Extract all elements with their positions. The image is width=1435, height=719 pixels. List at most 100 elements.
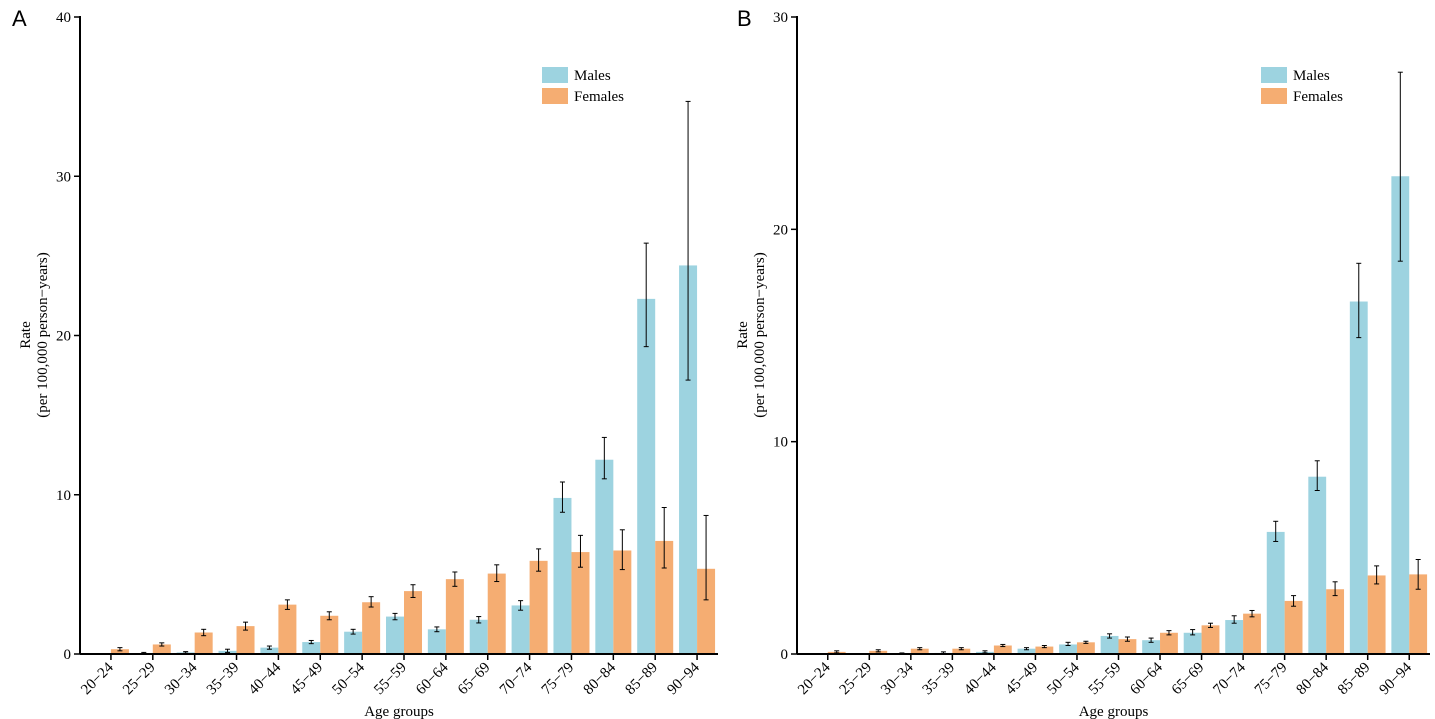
- error-bar-females-8: [452, 571, 458, 587]
- y-axis-title: Rate: [735, 321, 751, 349]
- error-bar-males-9: [1190, 629, 1196, 636]
- x-tick-label: 40−44: [246, 659, 285, 698]
- x-tick-label: 35−39: [204, 660, 243, 699]
- error-bar-females-11: [1291, 595, 1297, 607]
- x-tick-label: 75−79: [539, 660, 578, 699]
- x-tick-label: 65−69: [1169, 660, 1208, 699]
- x-tick-label: 60−64: [1127, 659, 1166, 698]
- bar-females-7: [404, 591, 422, 654]
- legend-label-females: Females: [1293, 89, 1343, 105]
- bar-females-9: [487, 573, 506, 654]
- error-bar-females-12: [619, 529, 625, 571]
- x-tick-label: 65−69: [455, 660, 494, 699]
- bar-males-9: [1183, 632, 1202, 654]
- error-bar-females-4: [284, 599, 290, 610]
- legend-swatch-males: [542, 67, 568, 83]
- panel-label: A: [12, 6, 27, 31]
- x-tick-label: 80−84: [581, 659, 620, 698]
- x-tick-label: 35−39: [920, 660, 959, 699]
- x-tick-label: 55−59: [1086, 660, 1125, 699]
- error-bar-males-2: [183, 651, 189, 654]
- bar-females-11: [1284, 600, 1303, 654]
- legend-swatch-females: [542, 88, 568, 104]
- x-axis-title: Age groups: [364, 704, 434, 719]
- error-bar-males-6: [350, 628, 356, 635]
- bar-females-8: [1160, 632, 1178, 654]
- x-tick-label: 90−94: [664, 659, 703, 698]
- error-bar-males-7: [392, 612, 398, 621]
- y-tick-label: 30: [773, 10, 788, 26]
- error-bar-females-9: [494, 564, 500, 583]
- x-tick-label: 20−24: [795, 659, 834, 698]
- error-bar-females-0: [834, 650, 840, 654]
- x-tick-label: 70−74: [1210, 659, 1249, 698]
- bar-males-6: [344, 631, 363, 654]
- x-tick-label: 55−59: [371, 660, 410, 699]
- bar-males-7: [1100, 635, 1119, 654]
- bar-males-10: [511, 605, 530, 654]
- bar-females-6: [1076, 642, 1095, 654]
- x-tick-label: 30−34: [878, 659, 917, 698]
- bar-males-10: [1225, 620, 1244, 654]
- bar-females-14: [1409, 574, 1428, 655]
- bar-females-13: [1367, 575, 1386, 654]
- bar-males-5: [1017, 648, 1036, 654]
- x-tick-label: 85−89: [623, 660, 662, 699]
- bar-males-14: [1391, 176, 1410, 654]
- y-tick-label: 10: [773, 435, 788, 451]
- bar-females-9: [1201, 625, 1220, 654]
- bar-females-10: [529, 560, 548, 654]
- x-tick-label: 20−24: [78, 659, 117, 698]
- bar-females-10: [1243, 613, 1261, 654]
- error-bar-females-10: [536, 548, 542, 572]
- legend-swatch-females: [1261, 88, 1287, 104]
- error-bar-females-10: [1249, 609, 1255, 618]
- y-tick-label: 0: [64, 647, 72, 663]
- bar-males-5: [302, 642, 321, 654]
- x-tick-label: 45−49: [1003, 660, 1042, 699]
- x-tick-label: 25−29: [837, 660, 876, 699]
- x-axis-title: Age groups: [1079, 704, 1149, 719]
- error-bar-males-14: [1397, 71, 1403, 262]
- bar-males-14: [679, 265, 698, 654]
- error-bar-females-13: [661, 506, 667, 569]
- bar-females-12: [1326, 589, 1345, 654]
- error-bar-males-4: [982, 650, 988, 654]
- error-bar-males-8: [434, 626, 440, 633]
- bar-females-7: [1118, 639, 1137, 654]
- error-bar-males-11: [559, 481, 565, 513]
- y-tick-label: 20: [773, 222, 788, 238]
- bar-females-12: [613, 550, 632, 654]
- bar-males-11: [1266, 531, 1285, 654]
- y-axis-subtitle: (per 100,000 person−years): [35, 252, 51, 418]
- x-tick-label: 40−44: [961, 659, 1000, 698]
- legend: Males Females: [1261, 67, 1343, 105]
- error-bar-males-13: [1356, 262, 1362, 339]
- panel-b: B 0 10 20 30 20−24 25−29 30−34 35−39 40−44 45−49 50…: [735, 6, 1430, 719]
- error-bar-females-14: [703, 514, 709, 601]
- error-bar-females-5: [1041, 645, 1047, 649]
- panel-a: A 0 10 20 30 40 20−24 25−29 30−34 35−39 40−44 45−49…: [12, 6, 718, 719]
- bar-females-3: [236, 626, 255, 654]
- y-tick-label: 10: [56, 488, 71, 504]
- error-bar-males-3: [225, 648, 231, 653]
- y-tick-label: 30: [56, 169, 71, 185]
- bar-males-8: [427, 629, 446, 654]
- x-tick-label: 50−54: [1044, 659, 1083, 698]
- error-bar-males-14: [685, 100, 691, 381]
- x-tick-label: 90−94: [1377, 659, 1416, 698]
- legend-label-females: Females: [574, 89, 624, 105]
- error-bar-females-3: [243, 621, 249, 631]
- legend: Males Females: [542, 67, 624, 105]
- bar-females-6: [362, 602, 381, 654]
- bar-males-9: [469, 619, 488, 654]
- x-tick-label: 45−49: [288, 660, 327, 699]
- bar-males-13: [1349, 301, 1368, 654]
- error-bar-females-1: [875, 649, 881, 653]
- x-tick-label: 50−54: [329, 659, 368, 698]
- error-bar-females-3: [958, 647, 964, 651]
- bar-males-4: [260, 647, 279, 654]
- error-bar-females-14: [1415, 559, 1421, 590]
- error-bar-males-9: [476, 616, 482, 624]
- error-bar-females-5: [326, 611, 332, 621]
